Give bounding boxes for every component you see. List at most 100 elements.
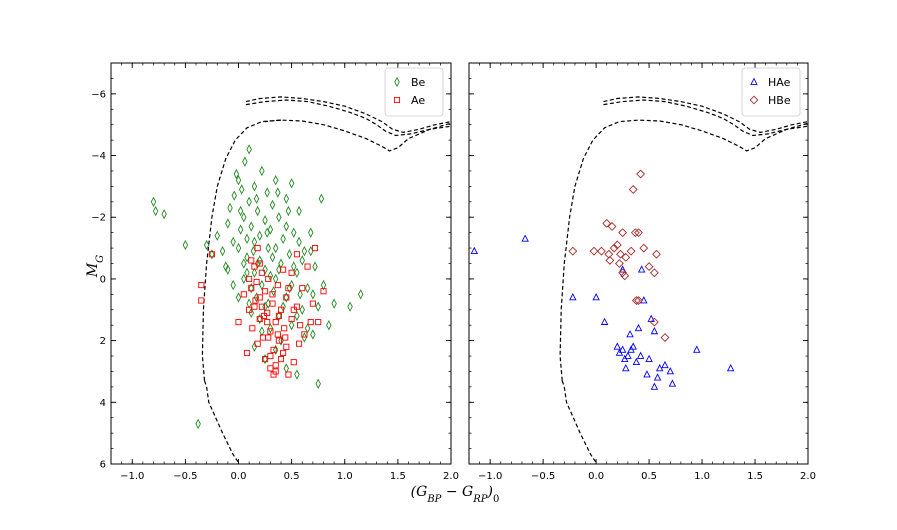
- data-point-be: [331, 298, 337, 309]
- data-point-ae: [309, 300, 316, 307]
- data-point-ae: [267, 328, 274, 335]
- x-axis-label: (GBP − GRP)0: [411, 484, 500, 505]
- data-point-hbe: [609, 243, 619, 253]
- data-point-be: [244, 252, 250, 263]
- data-point-be: [231, 190, 237, 201]
- data-point-hae: [592, 293, 600, 301]
- legend-label-hbe: HBe: [768, 94, 791, 107]
- data-point-ae: [274, 331, 281, 338]
- data-point-be: [219, 245, 226, 257]
- data-point-hae: [632, 357, 641, 366]
- data-point-hae: [650, 382, 659, 390]
- data-point-hae: [666, 367, 675, 375]
- data-point-be: [257, 255, 263, 266]
- data-point-be: [225, 264, 231, 275]
- data-point-hbe: [605, 255, 615, 265]
- data-point-hbe: [612, 240, 622, 250]
- data-point-be: [230, 279, 236, 291]
- data-point-hae: [629, 342, 637, 350]
- data-point-be: [230, 236, 236, 248]
- data-point-hbe: [568, 246, 578, 256]
- data-point-be: [254, 258, 261, 269]
- data-point-be: [308, 227, 314, 238]
- data-point-ae: [275, 312, 282, 319]
- data-point-hbe: [649, 317, 659, 327]
- legend: Be Ae: [384, 67, 444, 117]
- data-point-ae: [270, 346, 277, 353]
- data-point-be: [315, 378, 321, 389]
- data-point-ae: [267, 365, 274, 372]
- data-point-ae: [265, 275, 272, 282]
- data-point-be: [267, 270, 274, 282]
- isochrone-line-0: [559, 119, 808, 381]
- data-point-be: [251, 181, 258, 192]
- data-point-ae: [240, 291, 247, 298]
- data-point-be: [272, 273, 279, 285]
- data-point-be: [326, 320, 332, 331]
- data-point-hbe: [589, 246, 599, 256]
- data-point-be: [152, 205, 159, 217]
- data-point-be: [248, 283, 254, 294]
- data-point-ae: [253, 278, 260, 286]
- data-point-ae: [277, 306, 285, 313]
- data-point-be: [214, 230, 220, 241]
- data-point-ae: [280, 349, 287, 357]
- data-point-hbe: [620, 271, 630, 281]
- series-be: [150, 144, 364, 430]
- data-point-be: [209, 249, 215, 260]
- x-tick-label: 0.5: [284, 471, 300, 482]
- data-point-ae: [277, 356, 285, 363]
- data-point-hbe: [630, 228, 640, 238]
- data-point-ae: [252, 297, 259, 304]
- right-panel: −1.0 −0.5 0.0 0.5 1.0 1.5 2.0 HAe HBe: [468, 62, 816, 482]
- y-tick-label: 2: [100, 336, 106, 347]
- data-point-be: [291, 261, 297, 272]
- x-tick-label: −0.5: [531, 471, 555, 482]
- data-point-ae: [254, 340, 261, 347]
- data-point-ae: [251, 263, 258, 270]
- data-point-ae: [269, 300, 276, 307]
- isochrone-line-3: [603, 99, 808, 137]
- data-point-be: [301, 332, 308, 343]
- data-point-hae: [643, 370, 651, 378]
- data-point-ae: [320, 288, 327, 295]
- data-point-be: [235, 175, 242, 186]
- y-tick-label: 0: [100, 274, 106, 285]
- data-point-ae: [283, 294, 290, 301]
- data-point-ae: [248, 285, 255, 292]
- data-point-ae: [262, 288, 269, 295]
- x-tick-label: 0.0: [231, 471, 247, 482]
- data-point-ae: [254, 245, 261, 252]
- x-tick-label: 1.0: [694, 471, 710, 482]
- data-point-be: [288, 178, 295, 189]
- data-point-be: [272, 344, 279, 356]
- data-point-ae: [198, 297, 205, 304]
- data-point-be: [264, 227, 270, 238]
- data-point-be: [267, 224, 274, 235]
- data-point-be: [318, 193, 325, 204]
- x-tick-label: 1.5: [747, 471, 763, 482]
- data-point-be: [251, 267, 258, 278]
- data-point-hbe: [634, 228, 643, 238]
- data-point-be: [297, 289, 303, 300]
- data-point-be: [241, 258, 247, 269]
- data-point-be: [182, 239, 189, 251]
- data-point-ae: [260, 312, 268, 319]
- data-point-ae: [290, 306, 297, 313]
- data-point-be: [262, 215, 268, 226]
- data-point-be: [320, 279, 327, 291]
- data-point-hae: [624, 351, 632, 359]
- data-point-hbe: [649, 268, 659, 278]
- data-point-hae: [613, 342, 622, 350]
- x-tick-label: −1.0: [120, 471, 144, 482]
- data-point-be: [248, 307, 254, 319]
- data-point-hbe: [616, 249, 625, 259]
- data-point-be: [195, 418, 201, 430]
- data-point-ae: [296, 340, 303, 347]
- data-point-ae: [288, 269, 295, 276]
- data-point-hae: [521, 234, 529, 242]
- data-point-be: [227, 202, 233, 214]
- data-point-hae: [661, 360, 669, 369]
- data-point-be: [262, 353, 268, 365]
